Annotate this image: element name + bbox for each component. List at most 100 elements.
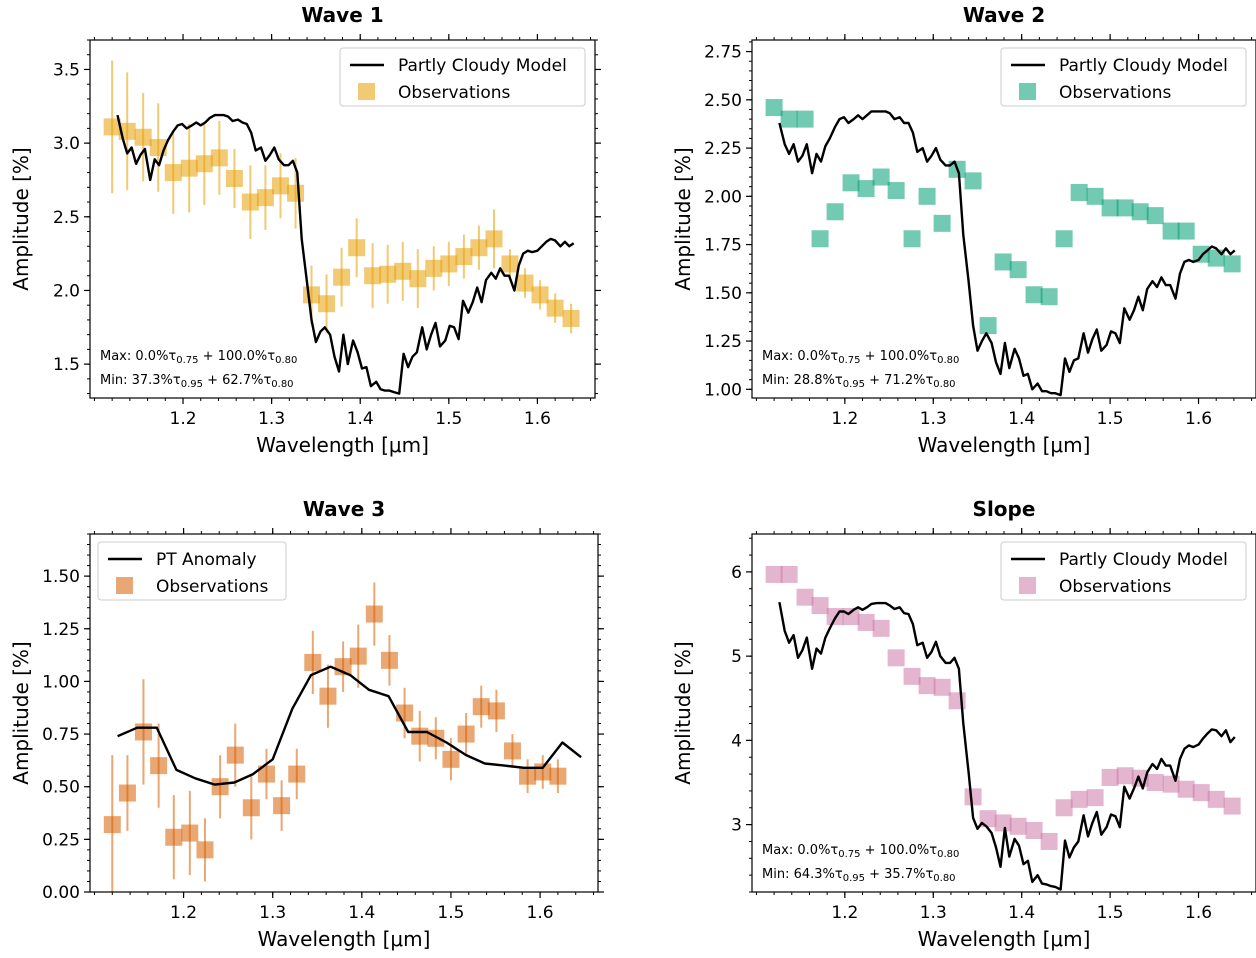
observation-marker xyxy=(994,253,1012,271)
y-tick-label: 0.00 xyxy=(42,883,80,903)
y-tick-label: 1.5 xyxy=(53,355,80,375)
x-axis-label: Wavelength [μm] xyxy=(918,927,1091,951)
legend-obs-label: Observations xyxy=(398,83,511,103)
observation-marker xyxy=(349,647,367,665)
observation-marker xyxy=(181,824,199,842)
observation-marker xyxy=(319,687,337,705)
legend-model-label: Partly Cloudy Model xyxy=(398,56,567,76)
x-tick-label: 1.4 xyxy=(1008,903,1035,923)
y-tick-label: 4 xyxy=(731,731,742,751)
observation-marker xyxy=(379,265,397,283)
x-tick-label: 1.6 xyxy=(1185,409,1212,429)
chart-panel-4: Slope 1.2 1.3 1.4 1.5 1.6 3 4 5 6 Wavelength [μm] A… xyxy=(671,497,1256,951)
observation-marker xyxy=(210,149,228,167)
y-tick-label: 2.25 xyxy=(704,139,742,159)
x-tick-label: 1.3 xyxy=(258,409,285,429)
observation-marker xyxy=(287,184,305,202)
observation-marker xyxy=(409,270,427,288)
observation-marker xyxy=(857,613,875,631)
observation-marker xyxy=(256,189,274,207)
min-annotation: Min: 64.3%τ0.95 + 35.7%τ0.80 xyxy=(762,867,956,884)
axes-frame xyxy=(89,39,596,399)
observation-marker xyxy=(796,110,814,128)
legend-model-label: Partly Cloudy Model xyxy=(1059,56,1228,76)
observation-marker xyxy=(103,816,121,834)
observation-marker xyxy=(348,239,366,257)
legend-model-label: Partly Cloudy Model xyxy=(1059,550,1228,570)
chart-panel-2: Wave 2 1.2 1.3 1.4 1.5 1.6 1.00 1.25 1.50 1.75 2.0… xyxy=(671,3,1256,457)
y-tick-label: 2.5 xyxy=(53,208,80,228)
plot-area xyxy=(765,99,1241,397)
observation-marker xyxy=(1223,797,1241,815)
observation-marker xyxy=(516,274,534,292)
observation-marker xyxy=(1009,261,1027,279)
y-tick-label: 6 xyxy=(731,563,742,583)
observation-marker xyxy=(455,248,473,266)
y-tick-label: 2.75 xyxy=(704,43,742,63)
observation-marker xyxy=(134,723,152,741)
axes-frame xyxy=(751,533,1256,893)
legend-obs-label: Observations xyxy=(1059,83,1172,103)
observation-marker xyxy=(842,174,860,192)
observation-marker xyxy=(487,702,505,720)
legend-box xyxy=(339,47,586,107)
y-tick-label: 1.25 xyxy=(42,620,80,640)
x-tick-label: 1.5 xyxy=(1097,903,1124,923)
observation-marker xyxy=(440,255,458,273)
legend-obs-swatch xyxy=(1019,577,1036,594)
observation-marker xyxy=(1192,784,1210,802)
observation-marker xyxy=(257,765,275,783)
observation-marker xyxy=(165,828,183,846)
observation-marker xyxy=(811,230,829,248)
x-tick-label: 1.3 xyxy=(259,903,286,923)
observation-marker xyxy=(271,177,289,195)
x-axis-label: Wavelength [μm] xyxy=(258,927,431,951)
observation-marker xyxy=(519,767,537,785)
x-tick-label: 1.2 xyxy=(170,903,197,923)
model-line xyxy=(778,110,1236,397)
observation-marker xyxy=(1116,199,1134,217)
y-tick-label: 0.50 xyxy=(42,778,80,798)
observation-marker xyxy=(1040,832,1058,850)
x-tick-label: 1.4 xyxy=(348,903,375,923)
observation-marker xyxy=(380,651,398,669)
observation-marker xyxy=(994,814,1012,832)
observation-marker xyxy=(1040,288,1058,306)
observation-marker xyxy=(1009,817,1027,835)
model-line xyxy=(778,601,1236,891)
observation-marker xyxy=(425,259,443,277)
y-tick-label: 1.50 xyxy=(42,567,80,587)
legend-box xyxy=(97,541,287,601)
observation-marker xyxy=(964,172,982,190)
x-tick-label: 1.2 xyxy=(831,903,858,923)
observation-marker xyxy=(1070,790,1088,808)
observation-marker xyxy=(304,653,322,671)
x-tick-label: 1.6 xyxy=(524,409,551,429)
observation-marker xyxy=(546,299,564,317)
observation-marker xyxy=(1207,790,1225,808)
observation-marker xyxy=(134,128,152,146)
x-tick-label: 1.4 xyxy=(1008,409,1035,429)
chart-title: Slope xyxy=(973,497,1036,521)
legend-box xyxy=(1000,47,1247,107)
y-axis-label: Amplitude [%] xyxy=(9,147,33,290)
plot-area xyxy=(103,582,582,892)
x-tick-label: 1.4 xyxy=(347,409,374,429)
observation-marker xyxy=(1025,286,1043,304)
legend-box xyxy=(1000,541,1247,601)
observation-marker xyxy=(1162,222,1180,240)
max-annotation: Max: 0.0%τ0.75 + 100.0%τ0.80 xyxy=(762,843,959,860)
y-tick-label: 2.00 xyxy=(704,187,742,207)
observation-marker xyxy=(273,797,291,815)
observation-marker xyxy=(1146,207,1164,225)
y-tick-label: 1.00 xyxy=(704,380,742,400)
observation-marker xyxy=(1192,245,1210,263)
x-tick-label: 1.6 xyxy=(1185,903,1212,923)
observation-marker xyxy=(1055,799,1073,817)
observation-marker xyxy=(180,159,198,177)
x-tick-label: 1.2 xyxy=(831,409,858,429)
observation-marker xyxy=(918,187,936,205)
observation-marker xyxy=(1086,789,1104,807)
observation-marker xyxy=(150,757,168,775)
